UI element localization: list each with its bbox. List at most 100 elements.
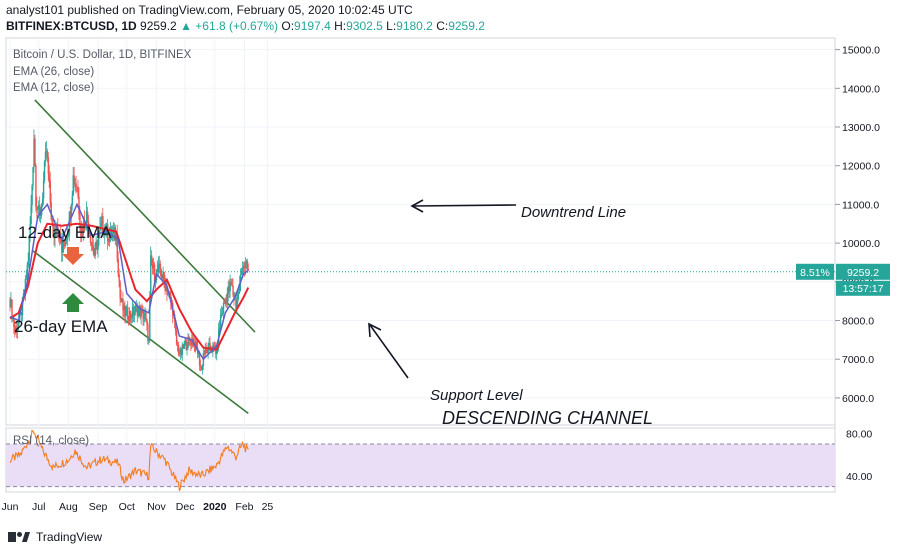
candle-body (230, 282, 232, 285)
candle-body (61, 243, 63, 253)
candle-body (13, 318, 15, 328)
candle-body (32, 166, 34, 186)
candle-body (85, 211, 88, 228)
candle-body (136, 305, 139, 316)
candle-body (227, 286, 229, 294)
candle-body (44, 151, 47, 162)
candle-body (247, 269, 250, 271)
low-value: 9180.2 (396, 19, 433, 33)
candle-body (148, 338, 150, 342)
candle-body (209, 343, 211, 350)
candle-body (156, 269, 159, 272)
symbol-ohlc-line: BITFINEX:BTCUSD, 1D 9259.2 ▲ +61.8 (+0.6… (6, 19, 485, 33)
candle-body (76, 186, 78, 188)
y-tick-label: 14000.0 (842, 83, 880, 95)
ema12-annotation: 12-day EMA (18, 223, 112, 242)
candle-body (129, 311, 131, 322)
candle-body (114, 227, 117, 241)
candle-body (79, 214, 81, 229)
footer-brand: TradingView (8, 527, 102, 547)
y-tick-label: 12000.0 (842, 161, 880, 173)
candle-body (84, 220, 86, 227)
candle-body (109, 228, 112, 236)
candle-body (134, 306, 137, 313)
candle-body (129, 311, 132, 318)
candle-body (137, 308, 140, 316)
candle-body (85, 226, 87, 228)
candle-body (108, 235, 111, 242)
candle-body (224, 300, 227, 304)
candle-body (184, 339, 186, 344)
candle-body (232, 285, 234, 295)
candle-body (112, 231, 115, 235)
candle-body (35, 165, 37, 207)
candle-body (110, 228, 113, 239)
support-arrowhead (368, 322, 382, 338)
candle-body (127, 306, 129, 320)
candle-body (10, 299, 12, 307)
candle-body (179, 349, 182, 354)
candle-body (81, 227, 83, 238)
candle-body (162, 272, 164, 279)
y-tick-label: 7000.0 (842, 354, 874, 366)
candle-body (190, 341, 192, 346)
candle-body (62, 241, 64, 253)
candle-body (37, 208, 39, 210)
candle-body (165, 286, 167, 291)
candle-body (246, 260, 249, 270)
candle-body (201, 366, 204, 370)
candle-body (186, 348, 188, 350)
candle-body (178, 353, 181, 355)
candle-body (139, 306, 141, 317)
candle-body (188, 336, 190, 339)
candle-body (98, 231, 100, 239)
candle-body (204, 347, 207, 355)
open-value: 9197.4 (294, 19, 331, 33)
candle-body (63, 244, 66, 246)
candle-body (196, 341, 198, 348)
candle-body (22, 293, 25, 297)
candle-body (113, 227, 116, 232)
rsi-tick-label: 40.00 (846, 471, 872, 483)
pct-tag-bg (796, 263, 834, 280)
pct-tag: 8.51% (800, 267, 830, 279)
x-tick-label: Sep (89, 501, 108, 513)
downtrend-arrowhead (410, 199, 424, 213)
candle-body (25, 277, 28, 280)
candle-body (95, 241, 97, 244)
x-tick-label: Oct (119, 501, 135, 513)
candle-body (75, 183, 77, 187)
legend-rsi: RSI (14, close) (13, 435, 89, 447)
symbol-label: BITFINEX:BTCUSD, 1D (6, 19, 137, 33)
candle-body (222, 303, 225, 314)
candle-body (16, 327, 18, 332)
candle-body (243, 266, 246, 268)
candle-body (97, 238, 99, 250)
candle-body (26, 265, 29, 278)
candle-body (244, 262, 247, 268)
candle-body (182, 344, 185, 349)
candle-body (225, 300, 228, 304)
candle-body (80, 228, 82, 238)
ema12-line (9, 202, 249, 361)
ema12-marker-icon (62, 247, 84, 265)
candle-body (235, 299, 237, 309)
candle-body (36, 206, 38, 209)
candle-body (229, 282, 231, 292)
candle-body (241, 268, 244, 271)
candle-body (143, 316, 145, 320)
ema26-marker-icon (62, 293, 84, 312)
candle-body (55, 229, 57, 232)
candle-body (123, 305, 125, 311)
candle-body (187, 336, 189, 349)
candle-body (31, 185, 33, 206)
x-tick-label: 25 (262, 501, 274, 513)
close-label: C: (436, 19, 449, 33)
candle-body (223, 303, 226, 305)
candle-body (161, 276, 163, 279)
candle-body (197, 352, 200, 354)
candle-body (42, 180, 45, 199)
candle-body (73, 175, 75, 185)
downtrend-pointer-arrow (412, 204, 517, 207)
